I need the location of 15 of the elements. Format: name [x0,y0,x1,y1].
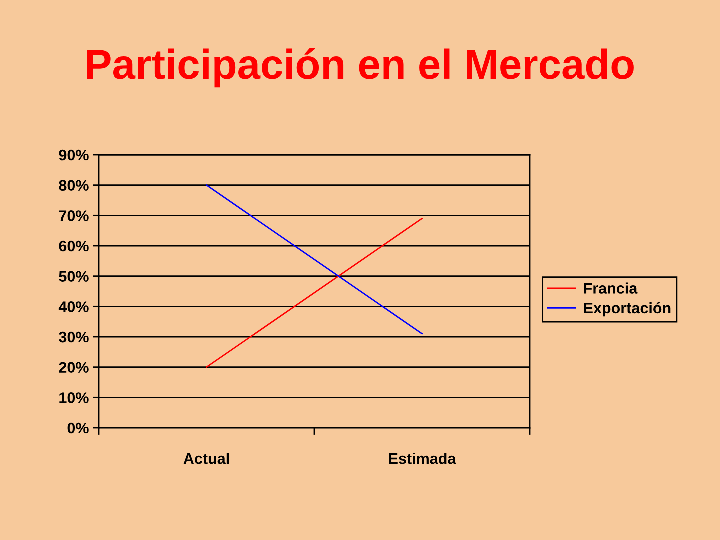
y-tick-label: 30% [59,332,89,343]
y-tick-label: 50% [59,271,89,282]
y-tick-label: 80% [59,180,89,192]
y-tick-label: 40% [58,302,89,312]
y-tick-label: 70% [59,210,89,222]
y-tick-label: 60% [59,240,89,252]
x-tick-label: Estimada [389,453,456,464]
y-tick-label: 90% [59,150,89,161]
y-tick-label: 0% [68,422,89,434]
x-tick-label: Actual [184,453,230,464]
legend-label: Francia [584,282,638,294]
legend-label: Exportación [584,302,671,317]
y-tick-label: 10% [60,392,89,404]
chart-title: Participación en el Mercado [87,48,634,88]
y-tick-label: 20% [59,362,89,374]
